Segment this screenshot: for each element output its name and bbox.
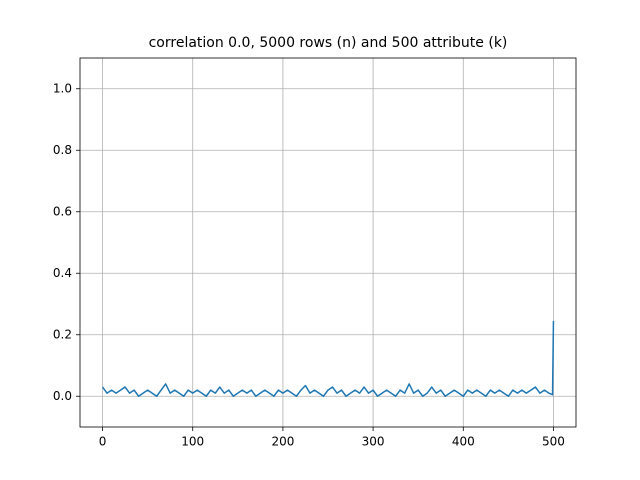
x-tick-label: 500 [542,435,565,449]
x-tick-label: 400 [452,435,475,449]
y-tick-label: 0.4 [53,266,72,280]
y-tick-label: 0.8 [53,143,72,157]
y-tick-label: 0.6 [53,204,72,218]
y-tick-label: 1.0 [53,81,72,95]
x-tick-label: 200 [271,435,294,449]
y-tick-label: 0.0 [53,389,72,403]
chart-title: correlation 0.0, 5000 rows (n) and 500 a… [149,35,508,51]
x-tick-label: 300 [362,435,385,449]
x-tick-label: 100 [181,435,204,449]
plot-frame [79,57,577,428]
x-tick-label: 0 [99,435,107,449]
data-line [101,320,555,397]
y-tick-label: 0.2 [53,327,72,341]
